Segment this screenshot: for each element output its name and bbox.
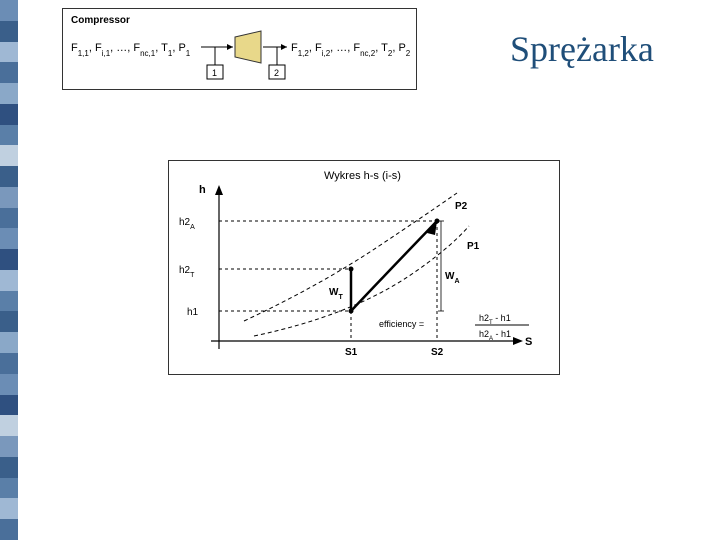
eff-den: h2A - h1	[479, 329, 511, 342]
hs-diagram: Wykres h-s (i-s) h S h2A h2T h1 S1 S2 P1…	[168, 160, 560, 375]
pt-2t	[349, 267, 354, 272]
sidebar-block	[0, 208, 18, 229]
box1-label: 1	[212, 68, 217, 78]
sidebar-block	[0, 145, 18, 166]
sidebar-block	[0, 228, 18, 249]
sidebar-block	[0, 270, 18, 291]
sidebar-block	[0, 83, 18, 104]
p2-label: P2	[455, 201, 468, 212]
sidebar-block	[0, 374, 18, 395]
sidebar-block	[0, 0, 18, 21]
sidebar-block	[0, 436, 18, 457]
compressor-schematic: Compressor F1,1, Fi,1, …, Fnc,1, T1, P1 …	[62, 8, 417, 90]
h2t-label: h2T	[179, 265, 195, 279]
h2a-label: h2A	[179, 217, 195, 231]
sidebar-block	[0, 311, 18, 332]
pt-1	[349, 309, 354, 314]
x-axis-label: S	[525, 336, 532, 348]
y-axis-arrow	[215, 185, 223, 195]
hs-title: Wykres h-s (i-s)	[324, 170, 401, 182]
sidebar-block	[0, 104, 18, 125]
box2-label: 2	[274, 68, 279, 78]
sidebar-block	[0, 415, 18, 436]
eff-lhs: efficiency =	[379, 319, 424, 329]
turbine-icon	[235, 31, 261, 63]
h1-label: h1	[187, 307, 199, 318]
wa-label: WA	[445, 271, 460, 285]
arrow-out-head	[281, 44, 287, 50]
s2-label: S2	[431, 347, 444, 358]
sidebar-block	[0, 62, 18, 83]
sidebar-block	[0, 125, 18, 146]
sidebar-block	[0, 249, 18, 270]
sidebar-block	[0, 166, 18, 187]
compressor-label: Compressor	[71, 15, 130, 26]
sidebar-block	[0, 457, 18, 478]
slide-title: Sprężarka	[510, 28, 654, 70]
sidebar-block	[0, 42, 18, 63]
x-axis-arrow	[513, 337, 523, 345]
color-sidebar	[0, 0, 18, 540]
sidebar-block	[0, 519, 18, 540]
wt-label: WT	[329, 287, 343, 301]
stream2-text: F1,2, Fi,2, …, Fnc,2, T2, P2	[291, 42, 411, 58]
sidebar-block	[0, 291, 18, 312]
sidebar-block	[0, 187, 18, 208]
eff-num: h2T - h1	[479, 313, 511, 326]
s1-label: S1	[345, 347, 358, 358]
p1-label: P1	[467, 241, 480, 252]
sidebar-block	[0, 395, 18, 416]
actual-arrowhead	[427, 221, 437, 235]
y-axis-label: h	[199, 184, 206, 196]
arrow-in-head	[227, 44, 233, 50]
sidebar-block	[0, 478, 18, 499]
sidebar-block	[0, 498, 18, 519]
sidebar-block	[0, 353, 18, 374]
sidebar-block	[0, 332, 18, 353]
stream1-text: F1,1, Fi,1, …, Fnc,1, T1, P1	[71, 42, 191, 58]
sidebar-block	[0, 21, 18, 42]
